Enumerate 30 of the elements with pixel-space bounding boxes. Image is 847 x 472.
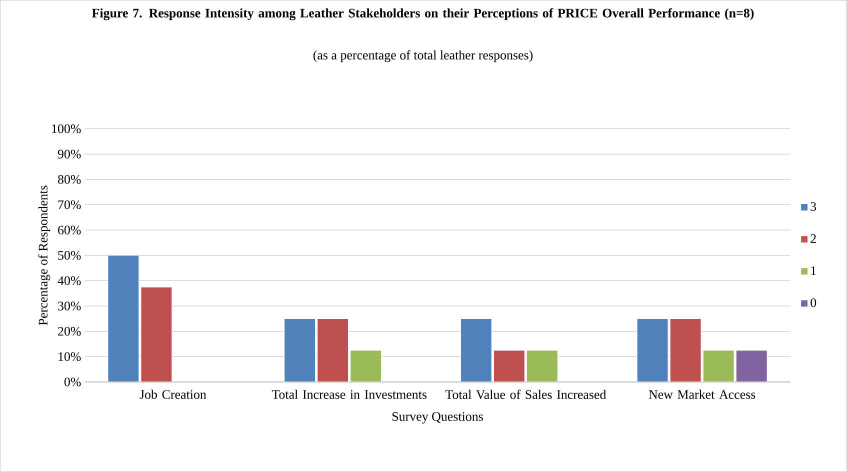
y-tick-label: 40% (58, 276, 81, 286)
chart-subtitle: (as a percentage of total leather responses) (313, 50, 533, 62)
legend-label: 0 (810, 298, 816, 308)
y-tick-label: 0% (64, 378, 81, 386)
y-tick-label: 60% (58, 226, 81, 235)
bar (636, 318, 668, 382)
y-tick-label: 100% (52, 124, 81, 134)
y-tick-label: 50% (58, 251, 81, 260)
y-axis-title: Percentage of Respondents (38, 186, 50, 326)
legend-label: 2 (810, 234, 816, 244)
bar (108, 255, 140, 382)
y-tick-label: 90% (58, 150, 81, 159)
x-tick-label: Total Value of Sales Increased (445, 390, 606, 400)
bar (526, 350, 558, 382)
x-tick-label: New Market Access (648, 390, 756, 399)
y-tick-label: 20% (58, 327, 81, 336)
y-tick-label: 70% (58, 200, 81, 210)
legend-label: 3 (810, 202, 816, 212)
legend-label: 1 (811, 266, 816, 276)
x-tick-label: Total Increase in Investments (272, 390, 427, 399)
y-tick-label: 30% (58, 302, 81, 311)
bar (284, 318, 316, 382)
bar (350, 350, 382, 382)
x-axis-title: Survey Questions (392, 412, 483, 424)
y-tick-label: 10% (58, 352, 81, 362)
y-tick-label: 80% (58, 175, 81, 184)
bar (702, 350, 734, 382)
chart-title: Figure 7. Response Intensity among Leather Stakeholders on their Perceptions of PRICE Overall Performance (n=8) (92, 8, 754, 20)
bar (460, 318, 492, 382)
x-tick-label: Job Creation (140, 390, 206, 399)
